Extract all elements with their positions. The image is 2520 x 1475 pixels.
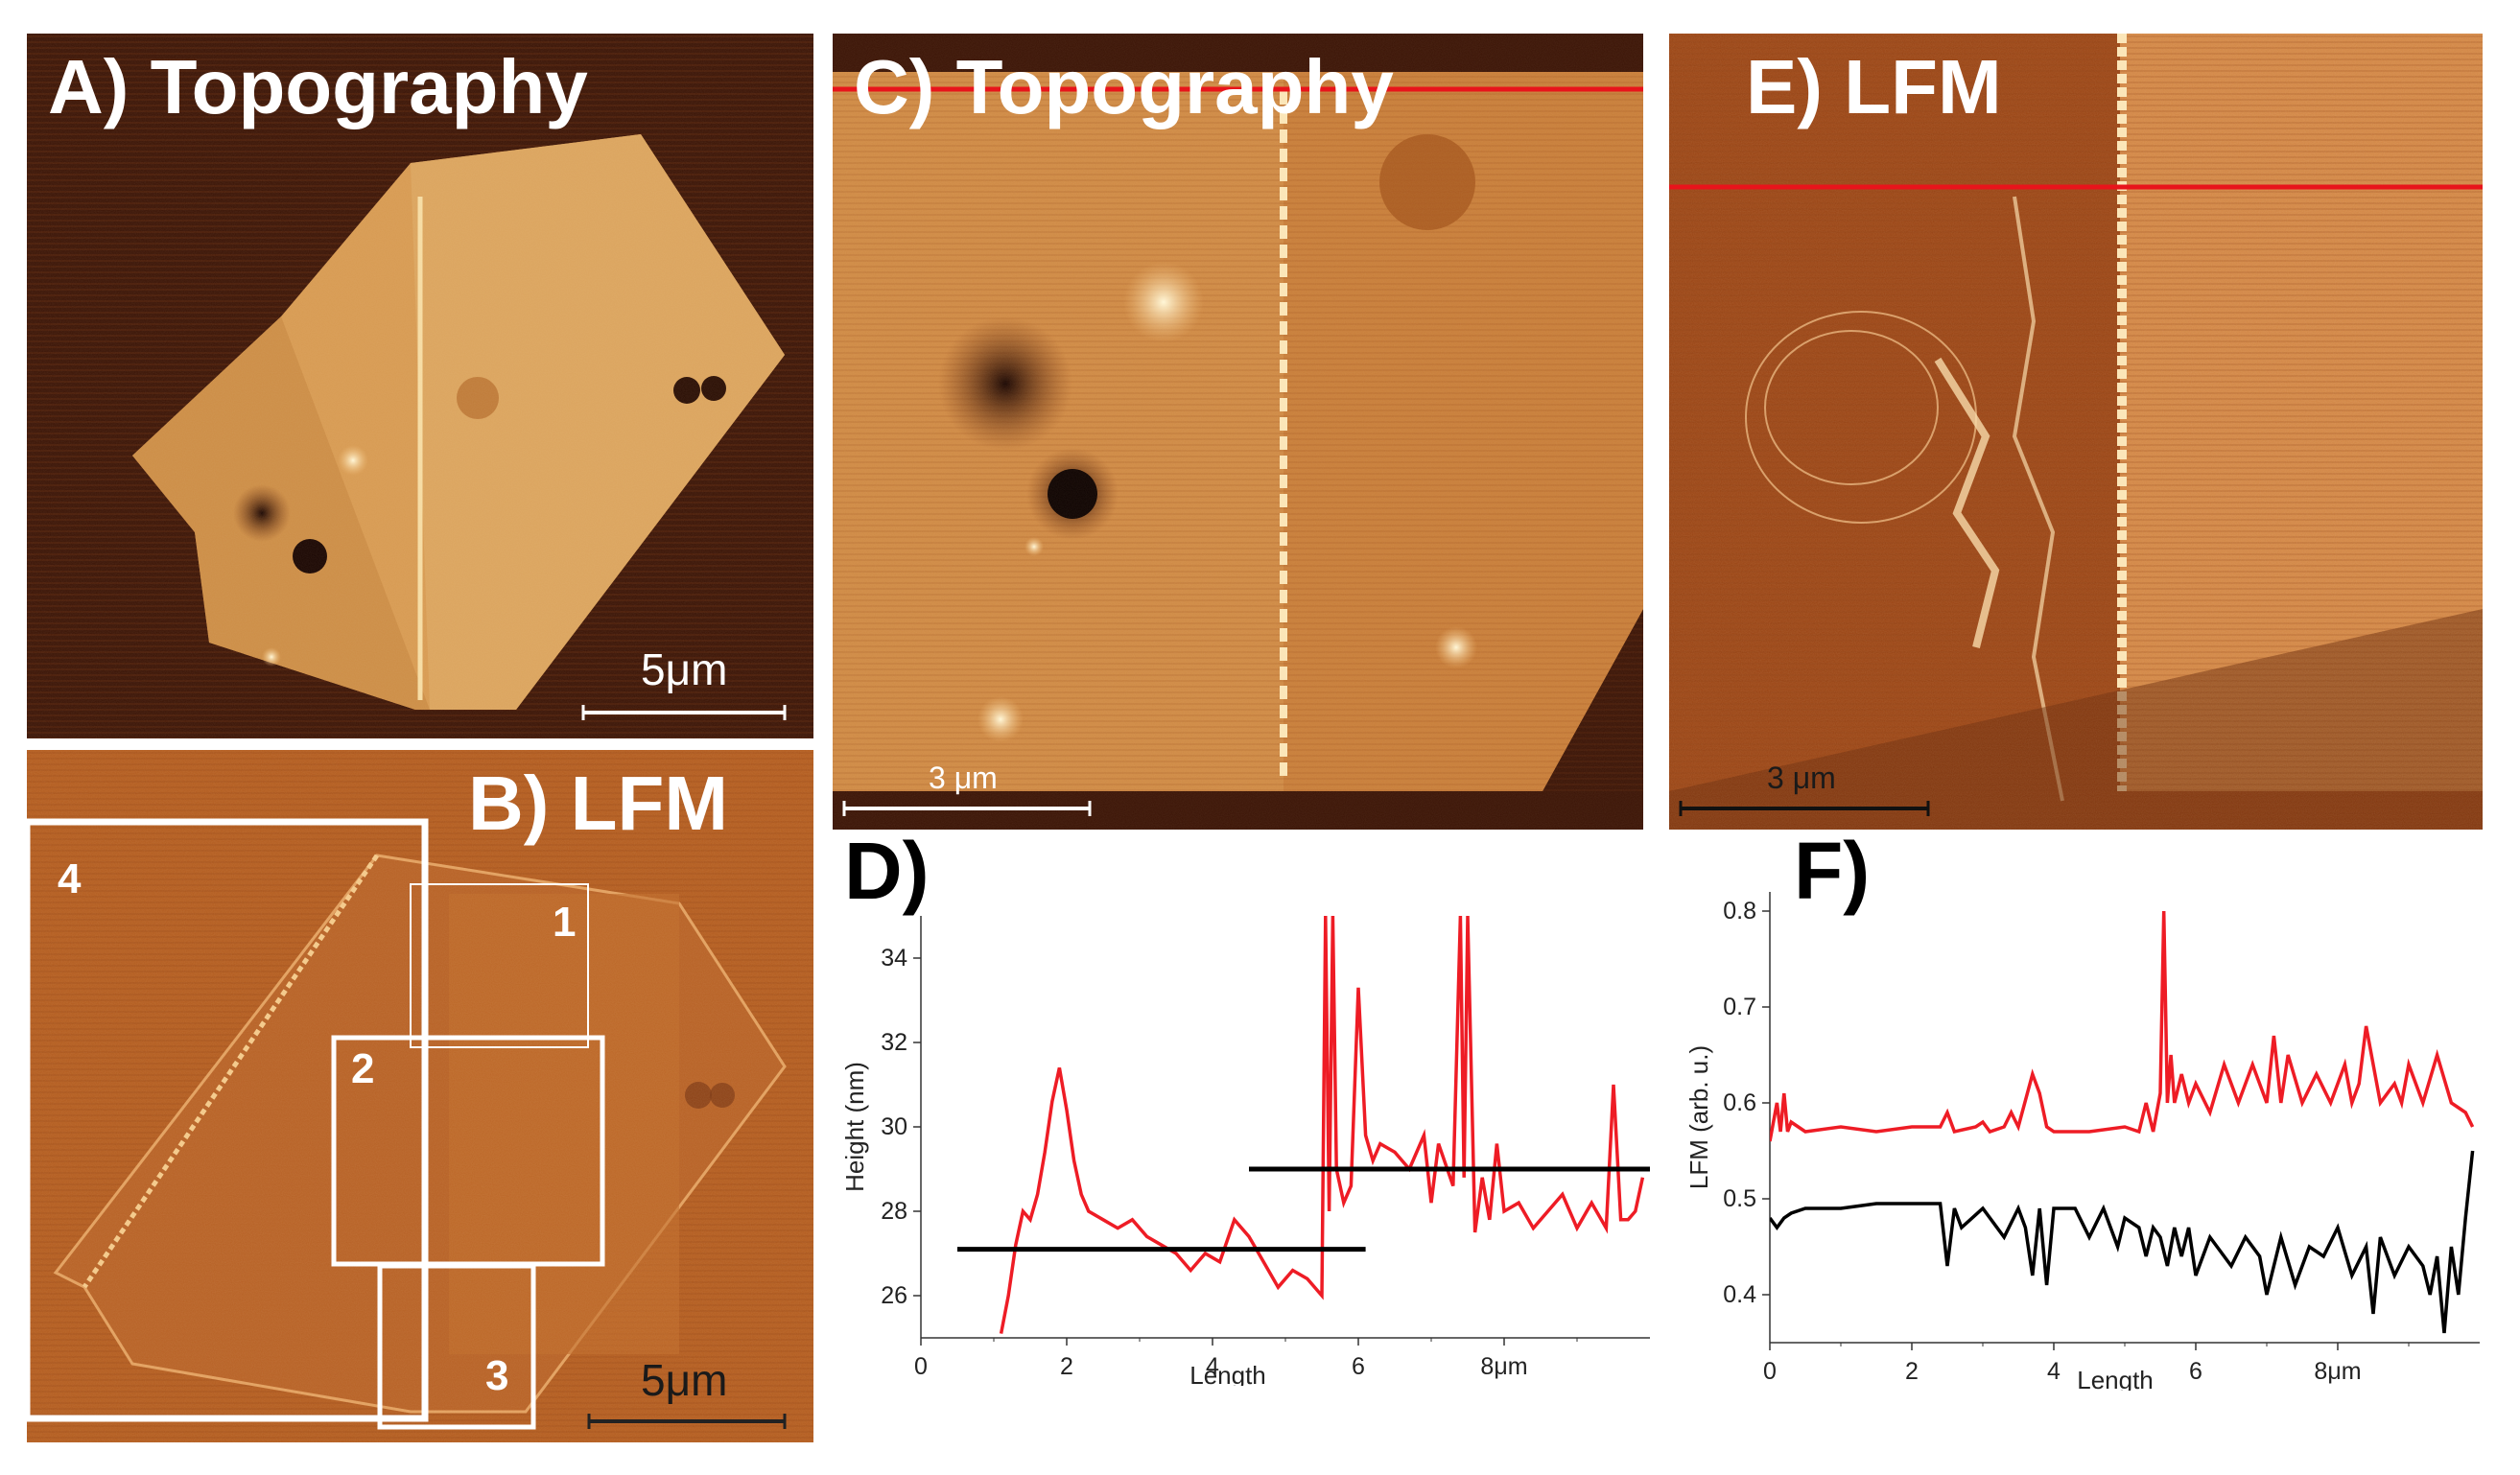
panel-c-topography: C) Topography 3 μm <box>833 34 1643 830</box>
y-tick-label: 0.8 <box>1723 898 1756 925</box>
x-tick-label: 8μm <box>2314 1358 2361 1385</box>
y-tick-label: 0.4 <box>1723 1281 1756 1308</box>
panel-c-title: C) Topography <box>854 44 1394 129</box>
y-tick-label: 0.5 <box>1723 1185 1756 1212</box>
y-tick-label: 0.6 <box>1723 1089 1756 1116</box>
chart-f-lfm-profile: 0 2 4 6 8μm 0.4 0.5 0.6 0.7 0.8 Length LFM (arb. u.… <box>1684 892 2480 1391</box>
panel-e-title: E) LFM <box>1746 44 2002 129</box>
x-tick-label: 2 <box>1905 1358 1919 1385</box>
panel-b-afm-image <box>27 750 813 1442</box>
y-tick-label: 28 <box>881 1198 907 1225</box>
panel-a-scale-label: 5μm <box>641 644 728 694</box>
region-box-4 <box>27 818 429 1422</box>
region-label-3: 3 <box>485 1352 509 1399</box>
x-axis-label: Length <box>2077 1366 2154 1391</box>
series-line-1 <box>999 915 1645 1334</box>
x-tick-label: 6 <box>2189 1358 2202 1385</box>
y-tick-label: 34 <box>881 945 907 972</box>
y-tick-label: 32 <box>881 1029 907 1056</box>
x-tick-label: 2 <box>1060 1353 1073 1380</box>
x-tick-label: 0 <box>1763 1358 1777 1385</box>
x-tick-label: 8μm <box>1480 1353 1527 1380</box>
panel-e-scale-label: 3 μm <box>1767 761 1836 795</box>
x-tick-label: 4 <box>1206 1353 1219 1380</box>
panel-b-scale-label: 5μm <box>641 1355 728 1405</box>
chart-d-label: D) <box>844 826 930 916</box>
chart-d-height-profile: 0 2 4 6 8μm 26 28 30 32 34 Length Height (nm) <box>840 915 1650 1386</box>
y-tick-label: 26 <box>881 1282 907 1309</box>
x-tick-label: 4 <box>2047 1358 2061 1385</box>
panel-c-scale-label: 3 μm <box>929 761 998 795</box>
panel-b-lfm: B) LFM 4 1 2 3 5μm <box>27 750 813 1442</box>
panel-a-title: A) Topography <box>48 44 588 129</box>
y-axis-label: Height (nm) <box>840 1062 869 1192</box>
panel-a-topography: A) Topography 5μm <box>27 34 813 738</box>
panel-c-afm-image <box>833 34 1643 830</box>
x-tick-label: 6 <box>1352 1353 1365 1380</box>
y-tick-label: 0.7 <box>1723 994 1756 1020</box>
chart-f-label: F) <box>1794 826 1871 916</box>
x-tick-label: 0 <box>914 1353 928 1380</box>
panel-a-afm-image <box>27 34 813 738</box>
series-line-1 <box>1770 910 2475 1142</box>
region-label-2: 2 <box>351 1045 375 1092</box>
series-line-2 <box>1770 1150 2475 1334</box>
panel-b-title: B) LFM <box>468 761 729 846</box>
panel-e-afm-image <box>1669 34 2483 830</box>
x-axis-label: Length <box>1189 1361 1266 1386</box>
region-label-4: 4 <box>58 855 82 902</box>
region-box-3 <box>377 1263 536 1430</box>
y-axis-label: LFM (arb. u.) <box>1684 1045 1713 1189</box>
y-tick-label: 30 <box>881 1113 907 1140</box>
region-box-1 <box>410 883 589 1048</box>
panel-e-lfm: E) LFM 3 μm <box>1669 34 2483 830</box>
region-label-1: 1 <box>553 899 577 946</box>
